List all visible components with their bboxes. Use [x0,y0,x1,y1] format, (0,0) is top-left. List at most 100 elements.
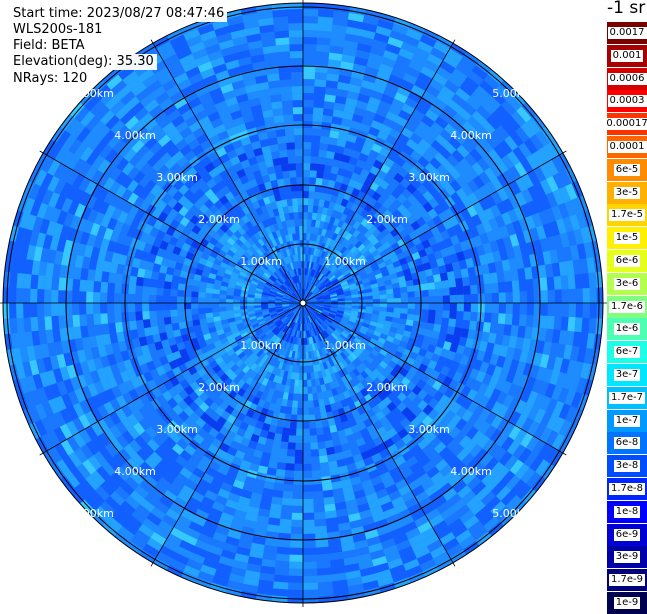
range-gate-cell [290,527,303,534]
range-gate-cell [278,143,287,151]
range-gate-cell [303,86,315,93]
range-gate-cell [443,295,450,303]
range-gate-cell [23,302,30,317]
range-gate-cell [312,128,322,136]
range-gate-cell [455,319,463,328]
range-gate-cell [471,294,478,304]
range-gate-cell [303,492,314,499]
range-gate-cell [380,303,387,308]
range-gate-cell [279,519,292,527]
range-gate-cell [308,205,314,212]
range-gate-cell [149,287,157,296]
range-gate-cell [317,441,326,449]
range-gate-cell [142,294,149,303]
range-gate-cell [401,303,408,309]
range-gate-cell [270,503,282,511]
range-gate-cell [303,135,312,142]
range-gate-cell [107,292,114,303]
range-gate-cell [107,313,115,324]
range-gate-cell [303,177,310,184]
range-gate-cell [313,498,324,506]
range-gate-cell [322,115,333,123]
range-gate-cell [303,527,316,534]
range-gate-cell [163,295,170,303]
range-gate-cell [275,469,285,477]
range-gate-cell [297,191,303,198]
range-gate-cell [37,316,45,331]
range-gate-cell [135,303,142,312]
range-gate-cell [457,295,464,304]
range-gate-cell [322,490,333,498]
range-gate-cell [407,286,415,293]
range-gate-cell [192,314,200,321]
range-gate-cell [320,136,330,144]
range-gate-cell [303,562,317,569]
range-gate-cell [448,279,456,288]
range-gate-cell [294,464,303,471]
range-gate-cell [142,303,149,312]
range-gate-cell [296,163,304,170]
range-gate-cell [275,37,290,45]
range-gate-cell [299,366,303,373]
range-gate-cell [37,275,45,290]
range-gate-cell [273,16,289,24]
range-gate-cell [30,288,37,303]
range-gate-cell [128,294,135,304]
range-gate-cell [555,289,562,303]
range-gate-cell [280,512,292,520]
range-gate-cell [313,107,324,115]
range-gate-cell [177,303,184,310]
range-gate-cell [492,303,499,314]
range-gate-cell [526,279,534,292]
range-gate-cell [58,290,65,303]
range-gate-cell [313,100,324,108]
range-gate-cell [293,114,303,121]
range-gate-cell [310,170,318,178]
range-gate-cell [170,289,178,297]
range-gate-cell [303,401,309,408]
range-gate-cell [294,457,303,464]
range-gate-cell [303,72,316,79]
range-gate-cell [303,128,313,135]
range-gate-cell [289,562,304,569]
range-gate-cell [303,23,318,30]
range-gate-cell [314,526,327,534]
range-gate-cell [287,590,303,597]
range-gate-cell [303,380,308,387]
range-gate-cell [287,449,296,457]
range-gate-cell [164,317,172,325]
range-gate-cell [72,303,79,316]
range-gate-cell [387,303,394,308]
range-gate-cell [58,303,65,316]
range-gate-cell [296,429,303,436]
range-gate-cell [302,576,317,583]
range-gate-cell [484,313,492,324]
range-gate-cell [303,457,312,464]
range-gate-cell [219,307,226,312]
range-gate-cell [291,72,304,79]
range-gate-cell [303,541,316,548]
range-gate-cell [294,219,299,226]
range-gate-cell [373,303,380,307]
range-gate-cell [440,272,448,281]
range-gate-cell [298,380,303,387]
range-gate-cell [491,313,499,324]
range-gate-cell [288,163,296,171]
range-gate-cell [233,299,240,303]
range-gate-cell [283,107,294,115]
range-gate-cell [540,316,548,330]
range-gate-cell [296,233,300,240]
range-gate-cell [499,303,506,314]
range-gate-cell [293,485,303,492]
range-gate-cell [590,303,597,319]
range-gate-cell [490,272,498,283]
range-gate-cell [366,303,373,307]
range-gate-cell [79,314,87,327]
range-gate-cell [428,310,436,318]
range-gate-cell [269,510,281,519]
range-gate-cell [373,295,380,300]
range-gate-cell [303,569,318,576]
range-gate-cell [171,316,179,324]
range-gate-cell [450,295,457,303]
range-gate-cell [320,469,330,477]
